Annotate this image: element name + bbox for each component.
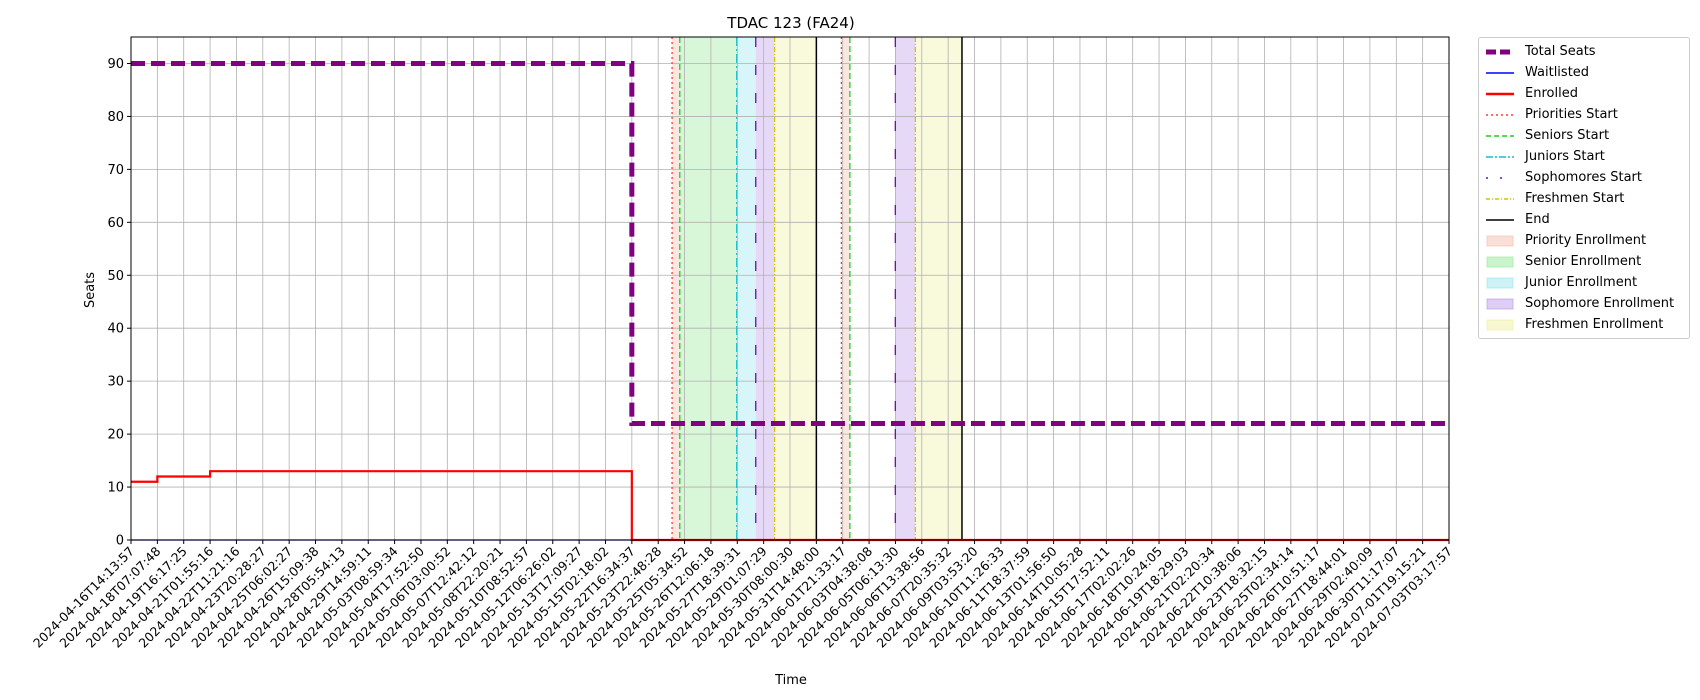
y-axis-label: Seats (83, 272, 98, 308)
legend-item: Total Seats (1479, 41, 1689, 62)
y-tick-label: 70 (107, 163, 124, 178)
legend-item: Senior Enrollment (1479, 251, 1689, 272)
legend-label: Total Seats (1525, 44, 1596, 59)
legend-item: Priority Enrollment (1479, 230, 1689, 251)
chart-legend: Total Seats Waitlisted Enrolled Priorities … (1478, 37, 1690, 339)
span-sophomore-enrollment (755, 37, 775, 540)
legend-swatch (1486, 218, 1514, 221)
chart-title: TDAC 123 (FA24) (726, 14, 854, 32)
legend-swatch (1486, 49, 1514, 54)
legend-item: Sophomore Enrollment (1479, 293, 1689, 314)
legend-item: Freshmen Enrollment (1479, 314, 1689, 335)
span-senior-enrollment (679, 37, 737, 540)
legend-label: Sophomores Start (1525, 170, 1642, 185)
legend-label: Priorities Start (1525, 107, 1618, 122)
series-enrolled (131, 470, 1449, 542)
y-tick-label: 60 (107, 216, 124, 231)
legend-item: Enrolled (1479, 83, 1689, 104)
legend-item: Waitlisted (1479, 62, 1689, 83)
legend-swatch (1486, 71, 1514, 74)
legend-swatch (1486, 319, 1514, 330)
legend-item: Junior Enrollment (1479, 272, 1689, 293)
y-tick-label: 20 (107, 428, 124, 443)
legend-item: Priorities Start (1479, 104, 1689, 125)
x-axis-label: Time (774, 673, 807, 688)
legend-swatch (1486, 256, 1514, 267)
legend-swatch (1486, 235, 1514, 246)
legend-swatch (1486, 298, 1514, 309)
series-total-seats (131, 60, 1449, 427)
y-tick-label: 10 (107, 481, 124, 496)
legend-label: Freshmen Start (1525, 191, 1625, 206)
y-tick-label: 30 (107, 375, 124, 390)
legend-swatch (1486, 113, 1514, 116)
legend-swatch (1486, 197, 1514, 200)
y-tick-label: 80 (107, 110, 124, 125)
legend-item: Freshmen Start (1479, 188, 1689, 209)
legend-label: Senior Enrollment (1525, 254, 1642, 269)
legend-item: Sophomores Start (1479, 167, 1689, 188)
legend-item: Juniors Start (1479, 146, 1689, 167)
legend-label: Waitlisted (1525, 65, 1590, 80)
legend-swatch (1486, 92, 1514, 95)
span-priority-enrollment (672, 37, 680, 540)
legend-label: Juniors Start (1525, 149, 1605, 164)
span-freshmen-enrollment (774, 37, 817, 540)
span-freshmen-enrollment (915, 37, 962, 540)
legend-label: Junior Enrollment (1525, 275, 1638, 290)
legend-label: Seniors Start (1525, 128, 1610, 143)
legend-item: Seniors Start (1479, 125, 1689, 146)
legend-swatch (1486, 155, 1514, 158)
legend-swatch (1486, 277, 1514, 288)
legend-label: Freshmen Enrollment (1525, 317, 1664, 332)
span-sophomore-enrollment (895, 37, 916, 540)
legend-label: Priority Enrollment (1525, 233, 1647, 248)
y-tick-label: 0 (116, 534, 124, 549)
span-priority-enrollment (841, 37, 850, 540)
legend-swatch (1486, 176, 1514, 179)
span-junior-enrollment (736, 37, 756, 540)
legend-item: End (1479, 209, 1689, 230)
plot-area: 01020304050607080902024-04-16T14:13:5720… (30, 36, 1455, 651)
legend-label: Enrolled (1525, 86, 1578, 101)
y-tick-label: 90 (107, 57, 124, 72)
y-tick-label: 40 (107, 322, 124, 337)
legend-swatch (1486, 134, 1514, 137)
legend-label: Sophomore Enrollment (1525, 296, 1675, 311)
y-tick-label: 50 (107, 269, 124, 284)
legend-label: End (1525, 212, 1550, 227)
